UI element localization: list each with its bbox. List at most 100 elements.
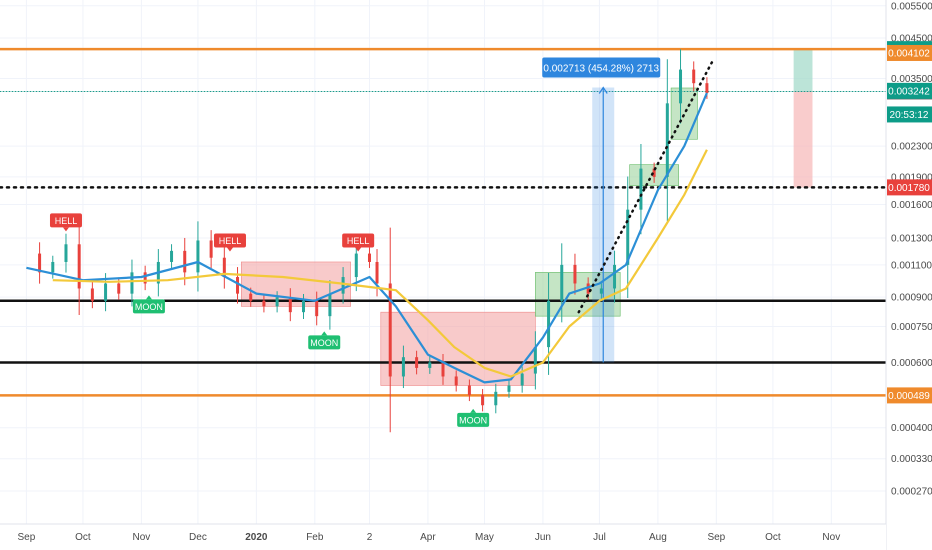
price-badge-label: 0.001780 <box>888 183 930 194</box>
marker-label: MOON <box>135 302 163 312</box>
candle-body <box>183 250 187 273</box>
y-tick-label: 0.000750 <box>891 322 932 333</box>
marker-pointer <box>145 295 152 300</box>
candle-body <box>130 272 134 294</box>
candle-body <box>705 83 709 93</box>
candle-body <box>441 362 445 377</box>
moon-marker <box>132 299 165 314</box>
price-badge-label: 20:53:12 <box>890 110 929 121</box>
candle-body <box>64 244 68 262</box>
y-tick-label: 0.005500 <box>891 1 932 12</box>
y-tick-label: 0.000330 <box>891 454 932 465</box>
candle-body <box>143 272 147 284</box>
candle-body <box>38 253 42 273</box>
candle-body <box>613 264 617 289</box>
candle-body <box>262 300 266 307</box>
candle-body <box>236 277 240 294</box>
y-tick-label: 0.004500 <box>891 34 932 45</box>
candle-body <box>454 376 458 386</box>
candle-body <box>249 293 253 301</box>
x-tick-label: Nov <box>822 532 840 543</box>
price-badge-label: 0.000489 <box>888 391 930 402</box>
price-badge-label: 0.004102 <box>888 48 930 59</box>
price-badge <box>887 106 932 123</box>
candle-body <box>533 347 537 374</box>
candle-body <box>481 395 485 406</box>
candle-body <box>652 168 656 177</box>
marker-pointer <box>62 227 69 232</box>
trend-line-path[interactable] <box>577 59 714 314</box>
candle-body <box>401 357 405 377</box>
series-ma-slow <box>52 149 708 378</box>
candle-body <box>341 277 345 294</box>
y-tick-label: 0.001600 <box>891 200 932 211</box>
x-tick-label: Aug <box>649 532 667 543</box>
candle-body <box>328 293 332 317</box>
marker-label: MOON <box>310 338 338 348</box>
x-tick-label: Oct <box>75 532 91 543</box>
price-badge <box>887 387 932 404</box>
trend-line[interactable] <box>577 59 714 314</box>
candle-body <box>692 69 696 84</box>
candle-body <box>288 297 292 313</box>
candle-body <box>573 264 577 284</box>
candle-body <box>639 168 643 210</box>
candle-body <box>560 264 564 301</box>
signal-markers: HELL HELL HELL MOON MOON MOON <box>49 213 490 427</box>
candle-body <box>375 261 379 284</box>
y-tick-label: 0.003500 <box>891 74 932 85</box>
candle-body <box>104 283 108 301</box>
candle-body <box>117 283 121 294</box>
marker-pointer <box>470 408 477 413</box>
x-tick-label: Oct <box>765 532 781 543</box>
price-badge <box>887 82 932 99</box>
candle-body <box>196 240 200 273</box>
candle-body <box>90 288 94 301</box>
candle-body <box>275 297 279 307</box>
marker-label: HELL <box>347 236 370 246</box>
candle-body <box>599 288 603 294</box>
time-axis-ticks: Sep Oct Nov Dec 2020 Feb 2 Apr May Jun Jul Aug Sep Oc… <box>17 532 840 543</box>
time-axis-panel[interactable] <box>0 524 886 550</box>
candle-body <box>507 385 511 392</box>
marker-pointer <box>226 247 233 252</box>
price-axis-badges: 0.0042010.0033230.0017800.0004890.004102… <box>887 41 932 404</box>
measure-label-box <box>542 57 661 78</box>
marker-label: HELL <box>219 236 242 246</box>
hell-marker <box>49 213 82 228</box>
x-tick-label: Feb <box>306 532 324 543</box>
position-tool-box[interactable] <box>793 49 813 92</box>
price-axis-ticks: 0.005500 0.004500 0.003500 0.002300 0.001900… <box>891 1 932 497</box>
candle-body <box>467 385 471 396</box>
marker-label: MOON <box>459 415 487 425</box>
candle-body <box>315 300 319 317</box>
x-tick-label: Jun <box>535 532 551 543</box>
candle-body <box>679 69 683 104</box>
x-tick-label: May <box>475 532 494 543</box>
hell-marker <box>213 233 246 248</box>
candle-body <box>586 283 590 294</box>
candle-body <box>222 257 226 278</box>
candle-body <box>354 253 358 278</box>
measure-tool[interactable]: 0.002713 (454.28%) 2713 <box>542 57 661 363</box>
candle-body <box>415 357 419 368</box>
y-tick-label: 0.001300 <box>891 233 932 244</box>
x-tick-label: Jul <box>593 532 606 543</box>
candle-body <box>77 244 81 289</box>
measure-label: 0.002713 (454.28%) 2713 <box>543 64 659 75</box>
candle-body <box>51 261 55 273</box>
candle-body <box>388 283 392 377</box>
chart-grid <box>0 0 886 524</box>
price-badge <box>887 44 932 61</box>
candle-body <box>547 300 551 348</box>
measure-arrow-head <box>598 86 608 94</box>
x-tick-label: Apr <box>420 532 436 543</box>
x-tick-label: 2 <box>367 532 373 543</box>
series-ma-fast <box>26 92 708 384</box>
y-tick-label: 0.002300 <box>891 142 932 153</box>
x-tick-label: Dec <box>189 532 207 543</box>
y-tick-label: 0.000600 <box>891 358 932 369</box>
candle-body <box>302 300 306 313</box>
position-tool-box[interactable] <box>793 91 813 188</box>
